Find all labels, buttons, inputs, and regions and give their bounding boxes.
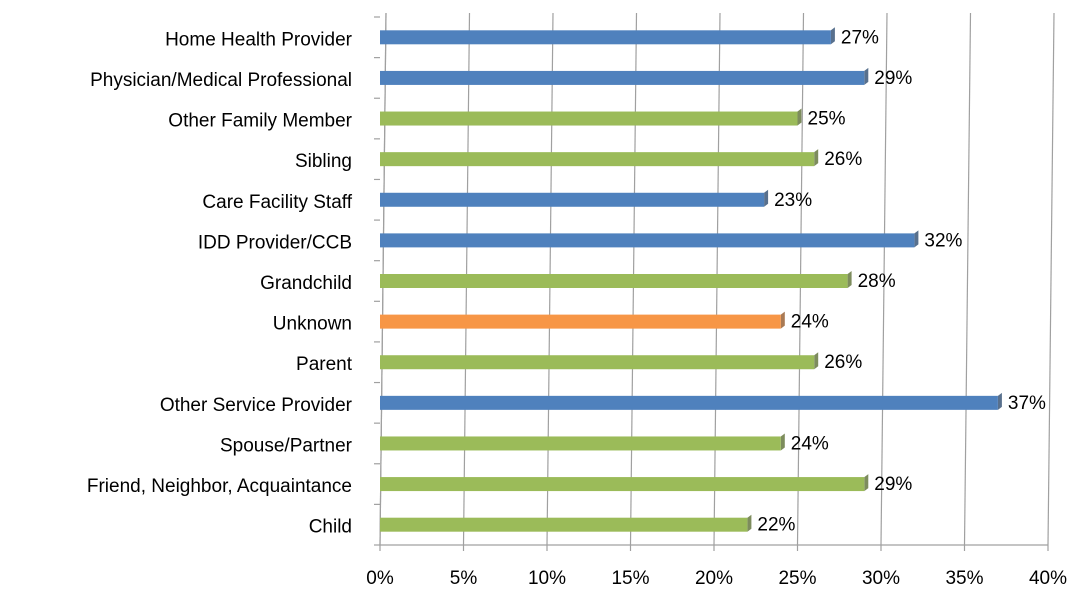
- y-tick-label: Physician/Medical Professional: [90, 70, 352, 91]
- data-label: 26%: [824, 149, 862, 170]
- bar: [380, 192, 765, 207]
- bar-side: [830, 27, 835, 45]
- data-label: 22%: [757, 515, 795, 536]
- bar-side: [864, 474, 869, 492]
- bar: [380, 477, 865, 492]
- data-label: 29%: [874, 474, 912, 495]
- y-tick-label: Unknown: [273, 314, 352, 335]
- y-tick-label: Grandchild: [260, 273, 352, 294]
- x-tick-label: 35%: [945, 568, 983, 589]
- bar: [380, 233, 915, 248]
- data-label: 29%: [874, 68, 912, 89]
- data-label: 25%: [808, 109, 846, 130]
- y-tick-label: Spouse/Partner: [220, 435, 353, 456]
- x-tick-label: 30%: [862, 568, 900, 589]
- y-tick-label: Parent: [296, 354, 353, 375]
- y-tick-label: Child: [309, 517, 352, 538]
- y-tick-label: Home Health Provider: [165, 29, 353, 50]
- bar-side: [847, 271, 852, 288]
- bar: [380, 152, 815, 167]
- y-tick-label: Other Service Provider: [160, 395, 353, 416]
- bar: [380, 355, 815, 370]
- bar-side: [764, 189, 769, 207]
- y-tick-label: Friend, Neighbor, Acquaintance: [87, 476, 352, 497]
- bar-side: [914, 230, 919, 248]
- x-tick-label: 25%: [778, 568, 816, 589]
- y-tick-label: Care Facility Staff: [202, 192, 352, 213]
- bar: [380, 517, 748, 532]
- x-tick-label: 15%: [611, 568, 649, 589]
- bar-side: [780, 433, 785, 451]
- bar: [380, 70, 865, 85]
- data-label: 32%: [924, 230, 962, 251]
- data-label: 28%: [858, 271, 896, 292]
- bar: [380, 30, 831, 45]
- data-label: 24%: [791, 433, 829, 454]
- bar: [380, 111, 798, 126]
- x-tick-label: 40%: [1029, 568, 1067, 589]
- y-tick-label: Sibling: [295, 151, 352, 172]
- data-label: 23%: [774, 190, 812, 211]
- bar-side: [997, 392, 1002, 410]
- grid-line: [963, 12, 972, 546]
- grid-line: [1047, 12, 1055, 546]
- bar: [380, 274, 848, 288]
- bar-side: [747, 514, 752, 532]
- bar: [380, 314, 781, 329]
- bar-side: [814, 149, 819, 167]
- x-tick-label: 20%: [695, 568, 733, 589]
- bar-side: [780, 311, 785, 329]
- x-tick-label: 0%: [366, 568, 394, 589]
- grid-line: [880, 12, 888, 546]
- x-tick-label: 10%: [528, 568, 566, 589]
- bar-side: [797, 108, 802, 126]
- bar-side: [814, 352, 819, 370]
- bar: [380, 395, 998, 410]
- data-label: 26%: [824, 352, 862, 373]
- y-tick-label: Other Family Member: [168, 111, 352, 132]
- x-tick-label: 5%: [450, 568, 478, 589]
- data-label: 37%: [1008, 393, 1046, 414]
- data-label: 24%: [791, 312, 829, 333]
- bar: [380, 436, 781, 451]
- y-tick-label: IDD Provider/CCB: [198, 232, 352, 253]
- bar-side: [864, 67, 869, 85]
- data-label: 27%: [841, 27, 879, 48]
